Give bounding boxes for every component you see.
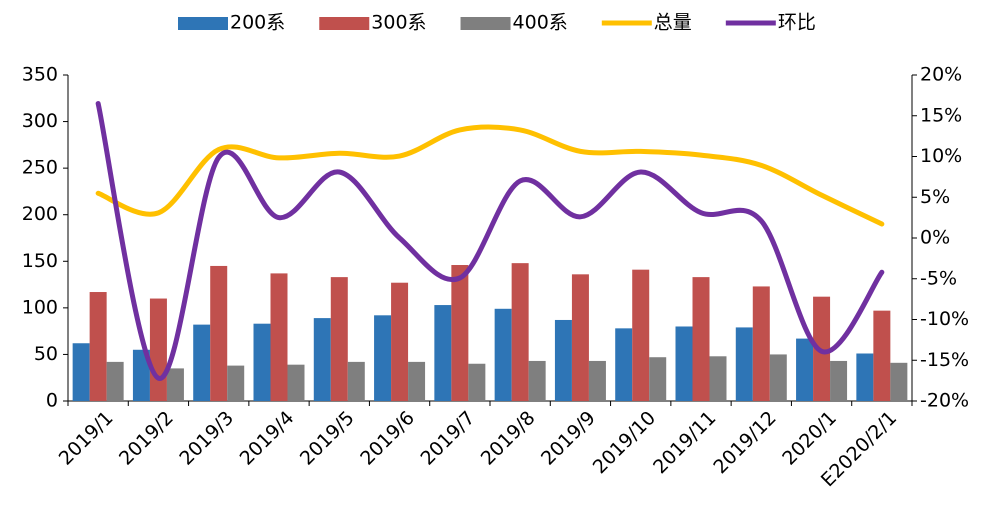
bar — [330, 277, 348, 401]
x-tick-label: 2019/12 — [709, 407, 780, 478]
legend-label: 总量 — [654, 12, 692, 34]
bar — [227, 365, 245, 401]
bar — [588, 360, 606, 401]
bar — [494, 308, 512, 401]
legend-swatch — [178, 17, 228, 30]
bar — [106, 361, 124, 401]
x-tick-label: 2019/10 — [589, 407, 660, 478]
y2-tick-label: 15% — [920, 104, 962, 126]
bar — [451, 265, 469, 401]
x-tick-label: 2019/1 — [55, 407, 118, 470]
legend-item: 300系 — [319, 12, 427, 34]
legend-label: 200系 — [230, 12, 285, 34]
y2-tick-label: -20% — [920, 390, 969, 412]
bar — [830, 360, 848, 401]
y2-tick-label: -15% — [920, 349, 969, 371]
y2-tick-label: 20% — [920, 64, 962, 86]
bar — [210, 265, 228, 401]
x-tick-label: 2019/4 — [236, 407, 299, 470]
bar — [528, 360, 546, 401]
bar — [675, 326, 693, 401]
legend-label: 300系 — [371, 12, 426, 34]
y-tick-label: 350 — [22, 64, 58, 86]
y-tick-label: 200 — [22, 203, 58, 225]
y2-tick-label: -10% — [920, 308, 969, 330]
bar — [856, 353, 874, 401]
bar — [615, 328, 633, 401]
bar — [890, 362, 908, 401]
bar — [511, 263, 529, 401]
line — [95, 101, 885, 381]
y-tick-label: 300 — [22, 110, 58, 132]
bar — [554, 319, 572, 401]
x-tick-label: 2019/3 — [175, 407, 238, 470]
y2-tick-label: 0% — [920, 227, 950, 249]
y-tick-label: 150 — [22, 250, 58, 272]
x-tick-label: 2019/11 — [649, 407, 720, 478]
bar — [347, 361, 365, 401]
y-tick-label: 50 — [34, 343, 58, 365]
bar — [796, 338, 814, 401]
bar — [649, 357, 667, 401]
y-tick-label: 250 — [22, 157, 58, 179]
bar — [692, 277, 710, 401]
legend-item: 200系 — [178, 12, 285, 34]
bar — [434, 305, 452, 401]
legend-item: 400系 — [460, 12, 568, 34]
bar — [193, 324, 211, 401]
y-tick-label: 100 — [22, 296, 58, 318]
bar — [287, 364, 305, 401]
bar — [571, 274, 589, 401]
bar — [149, 298, 167, 401]
y2-tick-label: 5% — [920, 186, 950, 208]
bar — [89, 292, 107, 401]
legend-swatch — [460, 17, 511, 30]
legend-swatch — [319, 17, 370, 30]
bar — [735, 327, 753, 401]
bar — [253, 323, 271, 401]
legend-item: 环比 — [725, 12, 816, 34]
bar — [391, 282, 409, 401]
line — [95, 124, 885, 227]
bar — [752, 286, 770, 401]
bar — [709, 356, 727, 401]
y-tick-label: 0 — [46, 390, 58, 412]
x-tick-label: 2019/8 — [477, 407, 540, 470]
legend-label: 环比 — [778, 12, 816, 34]
bar — [468, 363, 486, 401]
bar — [408, 361, 426, 401]
bar — [769, 354, 787, 401]
x-tick-label: 2019/7 — [416, 407, 479, 470]
bar — [632, 269, 650, 401]
bar — [374, 315, 392, 401]
legend-item: 总量 — [601, 12, 692, 34]
legend-label: 400系 — [513, 12, 568, 34]
bar — [873, 310, 891, 401]
bar — [270, 273, 288, 401]
x-tick-label: 2019/2 — [115, 407, 178, 470]
x-tick-label: 2019/6 — [356, 407, 419, 470]
bar — [132, 349, 150, 401]
y2-tick-label: -5% — [920, 267, 957, 289]
bar — [166, 368, 184, 401]
bar — [313, 318, 331, 401]
x-tick-label: 2019/5 — [296, 407, 359, 470]
bar — [72, 343, 90, 401]
y2-tick-label: 10% — [920, 145, 962, 167]
